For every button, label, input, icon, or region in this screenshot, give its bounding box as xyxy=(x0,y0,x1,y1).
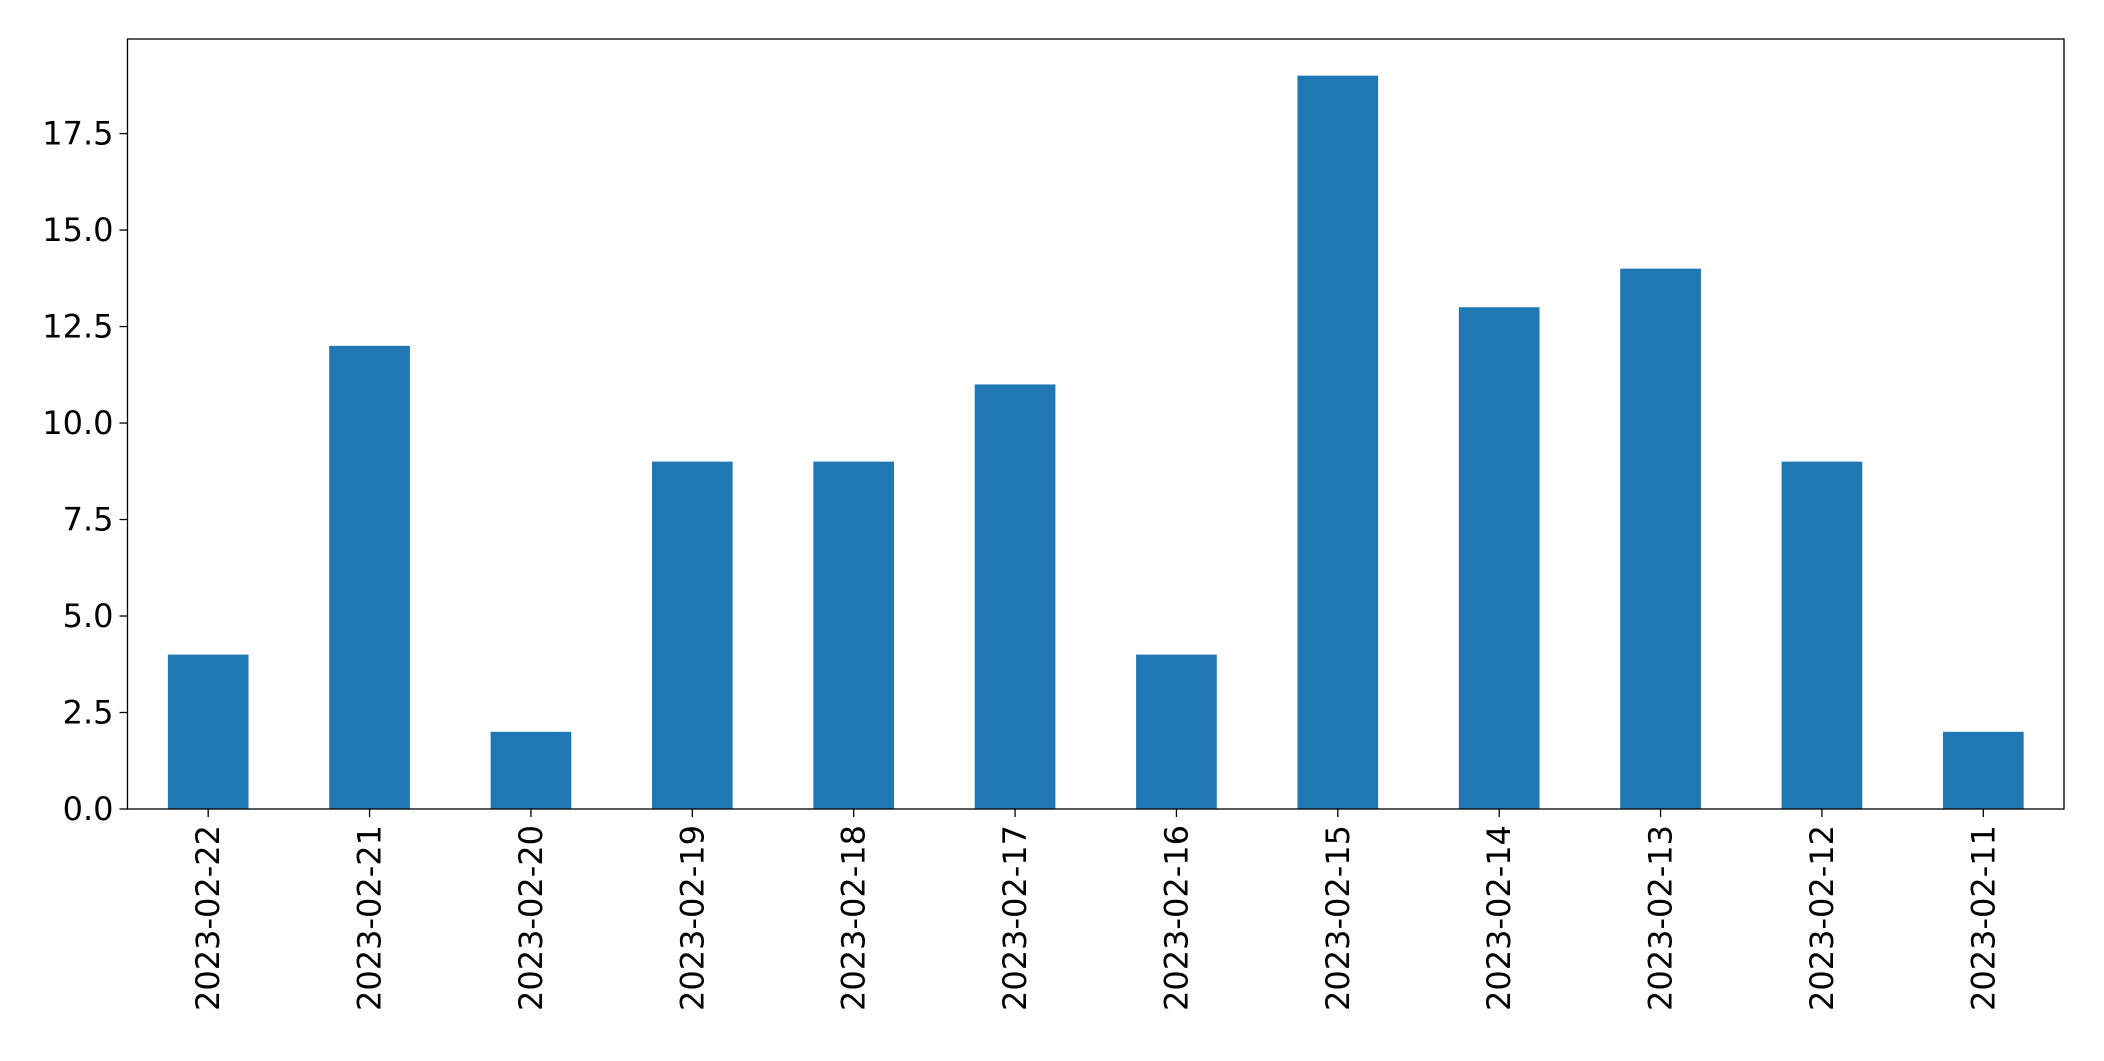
bar xyxy=(490,731,572,809)
y-tick-label: 0.0 xyxy=(63,790,114,828)
x-tick-label: 2023-02-12 xyxy=(1803,825,1841,1011)
bar xyxy=(1297,75,1379,809)
bar xyxy=(813,461,895,809)
bar xyxy=(1458,307,1540,809)
y-tick-label: 17.5 xyxy=(42,115,113,153)
bar xyxy=(329,345,410,809)
y-tick-label: 10.0 xyxy=(42,404,113,442)
bar xyxy=(1942,731,2024,809)
x-tick-label: 2023-02-11 xyxy=(1964,825,2002,1011)
y-tick-label: 5.0 xyxy=(63,597,114,635)
bar xyxy=(651,461,733,809)
y-tick-label: 15.0 xyxy=(42,211,113,249)
plot-frame xyxy=(126,38,2065,810)
y-tick-label: 12.5 xyxy=(42,308,113,346)
x-tick-label: 2023-02-22 xyxy=(189,825,227,1011)
x-tick-label: 2023-02-13 xyxy=(1642,825,1680,1011)
x-tick-label: 2023-02-18 xyxy=(835,825,873,1011)
x-tick-label: 2023-02-20 xyxy=(512,825,550,1011)
bar xyxy=(167,654,249,809)
bar xyxy=(1620,268,1701,809)
bar xyxy=(1781,461,1863,809)
bar xyxy=(974,384,1056,809)
x-tick-label: 2023-02-21 xyxy=(351,825,389,1011)
x-tick-label: 2023-02-16 xyxy=(1157,825,1195,1011)
bar xyxy=(1136,654,1217,809)
y-tick-label: 2.5 xyxy=(63,694,114,732)
y-tick-label: 7.5 xyxy=(63,501,114,539)
x-tick-label: 2023-02-17 xyxy=(996,825,1034,1011)
x-tick-label: 2023-02-19 xyxy=(673,825,711,1011)
x-tick-label: 2023-02-15 xyxy=(1319,825,1357,1011)
x-tick-label: 2023-02-14 xyxy=(1480,825,1518,1011)
